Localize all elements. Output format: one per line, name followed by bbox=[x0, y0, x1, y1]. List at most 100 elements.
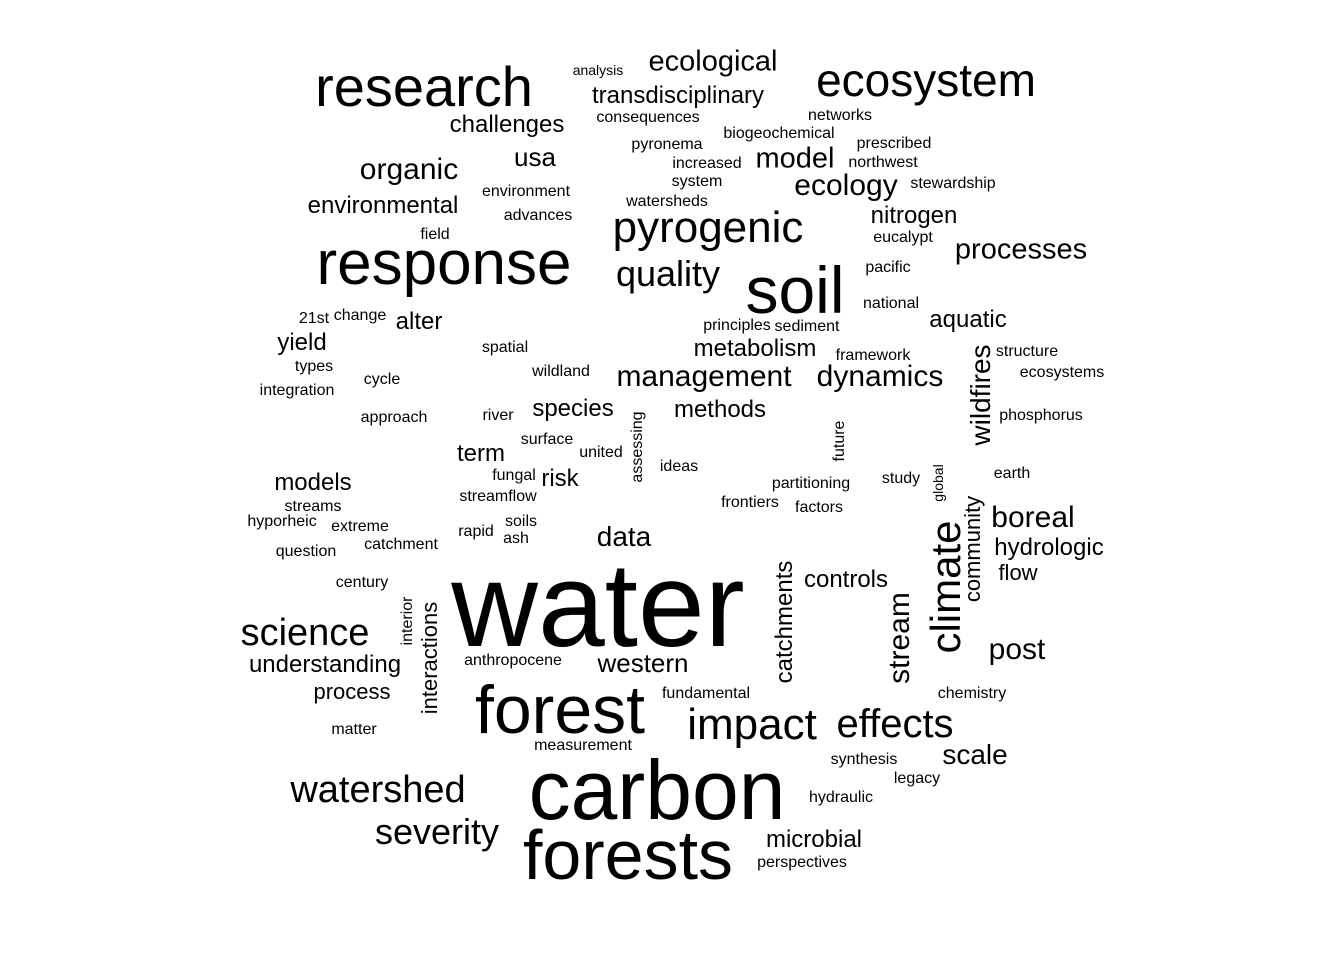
cloud-word: usa bbox=[514, 142, 556, 172]
cloud-word: severity bbox=[374, 811, 500, 852]
cloud-word: century bbox=[335, 574, 389, 591]
cloud-word: understanding bbox=[248, 651, 402, 678]
cloud-word: measurement bbox=[534, 737, 632, 754]
cloud-word: carbon bbox=[528, 743, 786, 837]
cloud-word: future bbox=[831, 420, 848, 462]
cloud-word: wildfires bbox=[965, 344, 996, 446]
cloud-word: principles bbox=[703, 317, 771, 334]
cloud-word: factors bbox=[794, 499, 844, 516]
cloud-word: surface bbox=[520, 431, 574, 448]
cloud-word: increased bbox=[672, 155, 742, 172]
cloud-word: forests bbox=[522, 816, 734, 894]
cloud-word: integration bbox=[259, 382, 335, 399]
cloud-word: approach bbox=[360, 409, 428, 426]
cloud-word: data bbox=[596, 521, 652, 552]
cloud-word: framework bbox=[835, 347, 911, 364]
cloud-word: environment bbox=[481, 183, 571, 200]
cloud-word: challenges bbox=[449, 111, 565, 138]
cloud-word: biogeochemical bbox=[723, 125, 835, 142]
cloud-word: types bbox=[294, 358, 334, 375]
cloud-word: alter bbox=[395, 308, 443, 335]
cloud-word: consequences bbox=[596, 109, 700, 126]
cloud-word: microbial bbox=[765, 826, 863, 853]
cloud-word: fungal bbox=[492, 467, 536, 484]
cloud-word: controls bbox=[803, 566, 889, 593]
cloud-word: change bbox=[333, 307, 387, 324]
cloud-word: 21st bbox=[298, 310, 330, 327]
cloud-word: water bbox=[451, 538, 745, 672]
cloud-word: frontiers bbox=[721, 494, 779, 511]
cloud-word: soils bbox=[504, 513, 538, 530]
cloud-word: matter bbox=[331, 721, 377, 738]
cloud-word: science bbox=[240, 612, 370, 654]
cloud-word: stream bbox=[883, 592, 916, 684]
cloud-word: ecosystems bbox=[1019, 364, 1105, 381]
cloud-word: models bbox=[274, 469, 352, 496]
cloud-word: catchment bbox=[364, 536, 438, 553]
cloud-word: pyronema bbox=[631, 136, 703, 153]
cloud-word: eucalypt bbox=[873, 229, 933, 246]
cloud-word: stewardship bbox=[910, 175, 996, 192]
cloud-word: earth bbox=[993, 465, 1031, 482]
cloud-word: forest bbox=[474, 672, 646, 748]
cloud-word: sediment bbox=[774, 318, 840, 335]
cloud-word: environmental bbox=[307, 192, 459, 219]
cloud-word: anthropocene bbox=[464, 652, 562, 669]
cloud-word: system bbox=[671, 173, 723, 190]
cloud-word: streamflow bbox=[459, 488, 537, 505]
cloud-word: dynamics bbox=[816, 360, 944, 393]
cloud-word: chemistry bbox=[937, 685, 1007, 702]
cloud-word: transdisciplinary bbox=[591, 82, 765, 109]
cloud-word: nitrogen bbox=[870, 202, 958, 229]
cloud-word: hydrologic bbox=[994, 534, 1104, 561]
cloud-word: study bbox=[881, 470, 921, 487]
cloud-word: management bbox=[616, 360, 792, 393]
cloud-word: aquatic bbox=[929, 306, 1007, 333]
cloud-word: streams bbox=[284, 498, 342, 515]
cloud-word: river bbox=[482, 407, 514, 424]
cloud-word: scale bbox=[942, 739, 1008, 770]
cloud-word: ideas bbox=[659, 458, 699, 475]
cloud-word: catchments bbox=[771, 560, 798, 684]
cloud-word: synthesis bbox=[830, 751, 898, 768]
cloud-word: field bbox=[420, 226, 450, 243]
cloud-word: rapid bbox=[458, 523, 494, 540]
cloud-word: flow bbox=[998, 560, 1038, 585]
cloud-word: term bbox=[457, 440, 505, 467]
cloud-word: wildland bbox=[532, 363, 590, 380]
cloud-word: metabolism bbox=[693, 335, 817, 362]
cloud-word: pacific bbox=[865, 259, 911, 276]
cloud-word: model bbox=[755, 142, 835, 175]
cloud-word: structure bbox=[995, 343, 1059, 360]
cloud-word: partitioning bbox=[771, 475, 851, 492]
cloud-word: legacy bbox=[893, 770, 941, 787]
cloud-word: quality bbox=[615, 253, 721, 294]
cloud-word: species bbox=[532, 395, 614, 422]
cloud-word: ecosystem bbox=[816, 54, 1036, 106]
cloud-word: ecological bbox=[648, 45, 778, 78]
cloud-word: interior bbox=[399, 596, 416, 646]
cloud-word: fundamental bbox=[661, 685, 751, 702]
cloud-word: hyporheic bbox=[247, 513, 317, 530]
cloud-word: united bbox=[579, 444, 623, 461]
cloud-word: watersheds bbox=[626, 193, 708, 210]
cloud-word: watershed bbox=[290, 769, 466, 811]
cloud-word: national bbox=[862, 295, 920, 312]
cloud-word: soil bbox=[745, 253, 845, 327]
cloud-word: risk bbox=[541, 465, 579, 492]
cloud-word: community bbox=[960, 495, 985, 603]
cloud-word: response bbox=[316, 229, 572, 298]
cloud-word: question bbox=[275, 543, 337, 560]
cloud-word: western bbox=[597, 648, 689, 678]
cloud-word: assessing bbox=[629, 411, 646, 483]
cloud-word: ash bbox=[503, 530, 529, 547]
cloud-word: impact bbox=[687, 700, 817, 749]
cloud-word: post bbox=[988, 633, 1046, 666]
cloud-word: process bbox=[313, 679, 391, 704]
cloud-word: cycle bbox=[363, 371, 401, 388]
cloud-word: interactions bbox=[417, 601, 442, 715]
cloud-word: boreal bbox=[991, 501, 1075, 534]
cloud-word: networks bbox=[807, 107, 873, 124]
cloud-word: yield bbox=[277, 329, 327, 356]
